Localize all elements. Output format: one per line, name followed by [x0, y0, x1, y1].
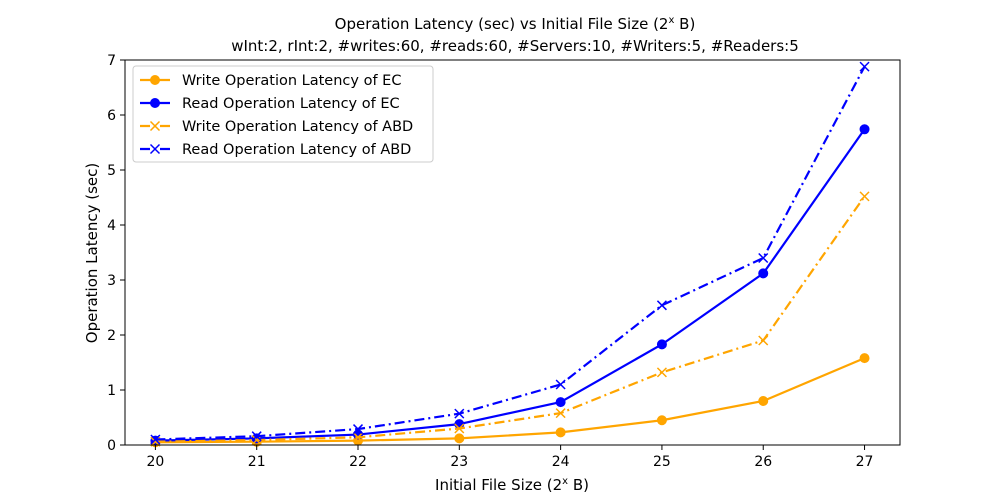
series-4: [150, 61, 870, 445]
data-point: [758, 268, 769, 279]
x-tick-label: 26: [754, 454, 772, 470]
data-point: [656, 367, 667, 378]
y-tick-label: 5: [107, 163, 116, 179]
legend-swatch-marker: [150, 98, 160, 108]
data-point: [758, 335, 769, 346]
data-point: [555, 427, 566, 438]
y-tick-label: 3: [107, 273, 116, 289]
x-tick-label: 20: [146, 454, 164, 470]
data-point: [251, 431, 262, 442]
data-point: [656, 415, 667, 426]
data-point: [859, 191, 870, 202]
y-tick-label: 2: [107, 328, 116, 344]
data-point: [352, 432, 364, 443]
legend-swatch-marker: [150, 75, 160, 85]
data-point: [859, 353, 870, 364]
data-point: [352, 424, 364, 435]
x-axis-label: Initial File Size (2x B): [435, 476, 589, 494]
data-point: [555, 397, 566, 408]
legend-entry: Write Operation Latency of EC: [140, 73, 401, 89]
legend-entry: Read Operation Latency of EC: [140, 96, 400, 112]
data-point: [859, 61, 870, 72]
legend-swatch-marker: [149, 120, 161, 132]
data-point: [555, 408, 566, 419]
x-tick-label: 24: [552, 454, 570, 470]
legend-label: Write Operation Latency of ABD: [182, 119, 413, 135]
data-point: [758, 252, 769, 264]
legend-box: [132, 65, 434, 163]
legend-entry: Read Operation Latency of ABD: [140, 142, 411, 158]
plot-frame: [124, 59, 901, 446]
legend-label: Read Operation Latency of ABD: [182, 142, 411, 158]
chart-subtitle: wInt:2, rInt:2, #writes:60, #reads:60, #…: [231, 37, 799, 55]
x-tick-label: 27: [856, 454, 874, 470]
y-tick-label: 6: [107, 108, 116, 124]
legend-label: Write Operation Latency of EC: [182, 73, 401, 89]
x-tick-label: 21: [248, 454, 266, 470]
data-point: [859, 124, 870, 135]
data-point: [656, 339, 667, 350]
data-point: [454, 423, 465, 434]
series-group: [150, 61, 870, 448]
y-tick-label: 1: [107, 383, 116, 399]
series-line: [155, 195, 866, 443]
data-point: [656, 300, 667, 311]
chart-title: Operation Latency (sec) vs Initial File …: [335, 15, 696, 33]
series-2: [150, 124, 870, 446]
data-point: [454, 408, 465, 419]
legend: Write Operation Latency of EC Read Operat…: [132, 65, 434, 163]
legend-entry: Write Operation Latency of ABD: [140, 119, 413, 135]
series-line: [155, 357, 865, 444]
series-line: [155, 128, 866, 442]
y-tick-label: 0: [107, 438, 116, 454]
data-point: [454, 433, 465, 444]
legend-label: Read Operation Latency of EC: [182, 96, 400, 112]
y-axis-label: Operation Latency (sec): [83, 163, 101, 343]
x-tick-label: 23: [450, 454, 468, 470]
x-tick-label: 22: [349, 454, 367, 470]
legend-swatch-marker: [149, 143, 161, 155]
y-tick-label: 7: [107, 53, 116, 69]
data-point: [555, 379, 566, 390]
x-tick-label: 25: [653, 454, 671, 470]
y-tick-label: 4: [107, 218, 116, 234]
data-point: [758, 396, 769, 406]
series-3: [150, 191, 870, 447]
data-point: [150, 434, 161, 445]
